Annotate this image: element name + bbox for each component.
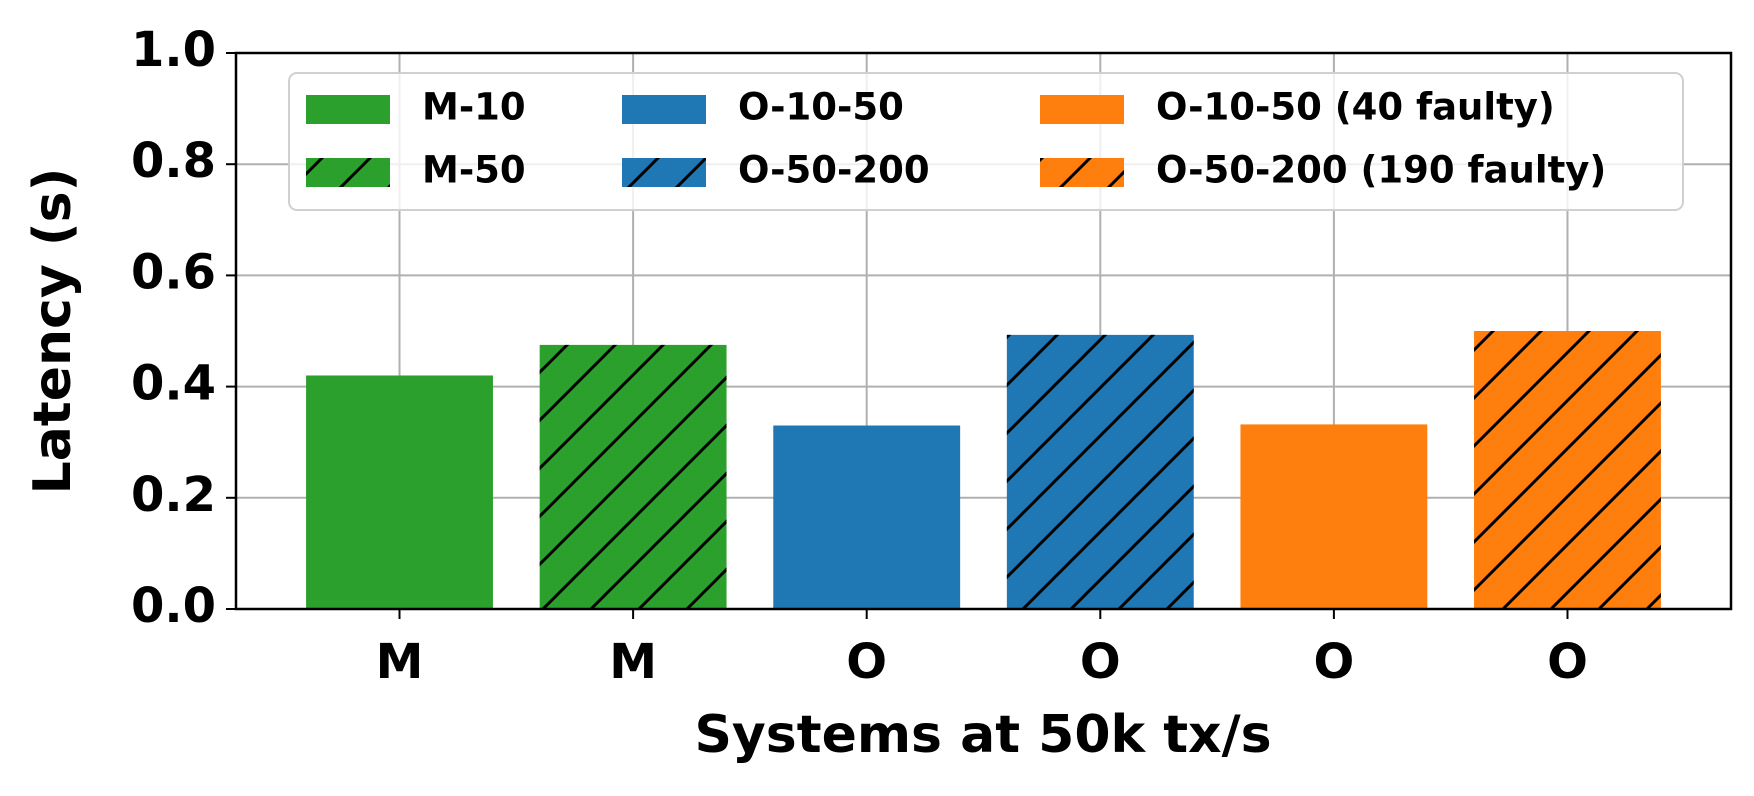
bar — [1240, 424, 1428, 609]
y-tick-label: 0.4 — [131, 356, 216, 412]
legend-label: M-50 — [422, 149, 526, 192]
legend-swatch-hatch — [622, 158, 706, 187]
x-tick-label: M — [376, 634, 424, 690]
x-axis-label: Systems at 50k tx/s — [694, 705, 1271, 765]
y-tick-label: 0.6 — [131, 244, 216, 300]
legend-label: O-10-50 — [738, 86, 904, 129]
legend-label: O-50-200 — [738, 149, 930, 192]
y-tick-label: 1.0 — [131, 22, 216, 78]
y-tick-label: 0.2 — [131, 467, 216, 523]
y-tick-label: 0.0 — [131, 578, 216, 634]
x-tick-label: M — [609, 634, 657, 690]
legend: M-10 M-50 O-10-50 O-50-200 O-10-50 (40 fault… — [288, 72, 1684, 211]
legend-swatch — [1040, 95, 1124, 124]
bar-hatch — [1006, 334, 1194, 609]
bar — [306, 375, 493, 609]
plot-frame — [234, 51, 1733, 611]
y-tick-label: 0.8 — [131, 133, 216, 189]
legend-label: M-10 — [422, 86, 526, 129]
y-axis-label: Latency (s) — [23, 168, 83, 495]
legend-swatch — [306, 95, 390, 124]
legend-swatch — [622, 95, 706, 124]
bar-hatch — [539, 344, 727, 609]
legend-label: O-50-200 (190 faulty) — [1156, 149, 1606, 192]
x-tick-label: O — [846, 634, 887, 690]
bars — [306, 331, 1661, 609]
legend-swatch-hatch — [1040, 158, 1124, 187]
bar — [773, 425, 961, 609]
bar-hatch — [1474, 331, 1661, 609]
legend-swatch-hatch — [306, 158, 390, 187]
x-tick-label: O — [1313, 634, 1354, 690]
x-tick-label: O — [1547, 634, 1588, 690]
legend-label: O-10-50 (40 faulty) — [1156, 86, 1555, 129]
x-tick-label: O — [1080, 634, 1121, 690]
